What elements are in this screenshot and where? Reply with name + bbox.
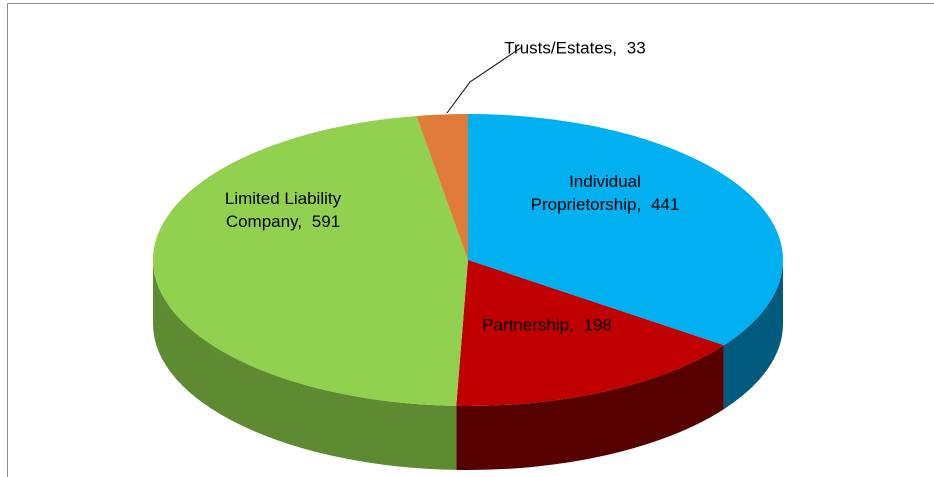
label-value: 198 xyxy=(583,315,612,335)
label-category: Trusts/Estates, xyxy=(504,38,618,58)
slice xyxy=(152,115,468,406)
label-value: 33 xyxy=(626,38,646,58)
slice-side xyxy=(153,260,457,470)
label-category: Individual Proprietorship, xyxy=(530,172,642,214)
slice xyxy=(416,114,468,260)
slice-side xyxy=(723,260,784,410)
data-label: Individual Proprietorship, 441 xyxy=(530,170,680,216)
leader-line xyxy=(446,46,523,114)
data-label: Partnership, 198 xyxy=(482,314,612,337)
data-label: Limited Liability Company, 591 xyxy=(203,187,363,233)
label-value: 441 xyxy=(650,195,680,214)
slice xyxy=(456,260,724,407)
label-category: Partnership, xyxy=(482,315,574,335)
label-value: 591 xyxy=(311,212,341,231)
label-category: Limited Liability Company, xyxy=(224,189,342,231)
slice-side xyxy=(456,345,724,471)
data-label: Trusts/Estates, 33 xyxy=(500,37,650,60)
slice xyxy=(468,114,783,346)
